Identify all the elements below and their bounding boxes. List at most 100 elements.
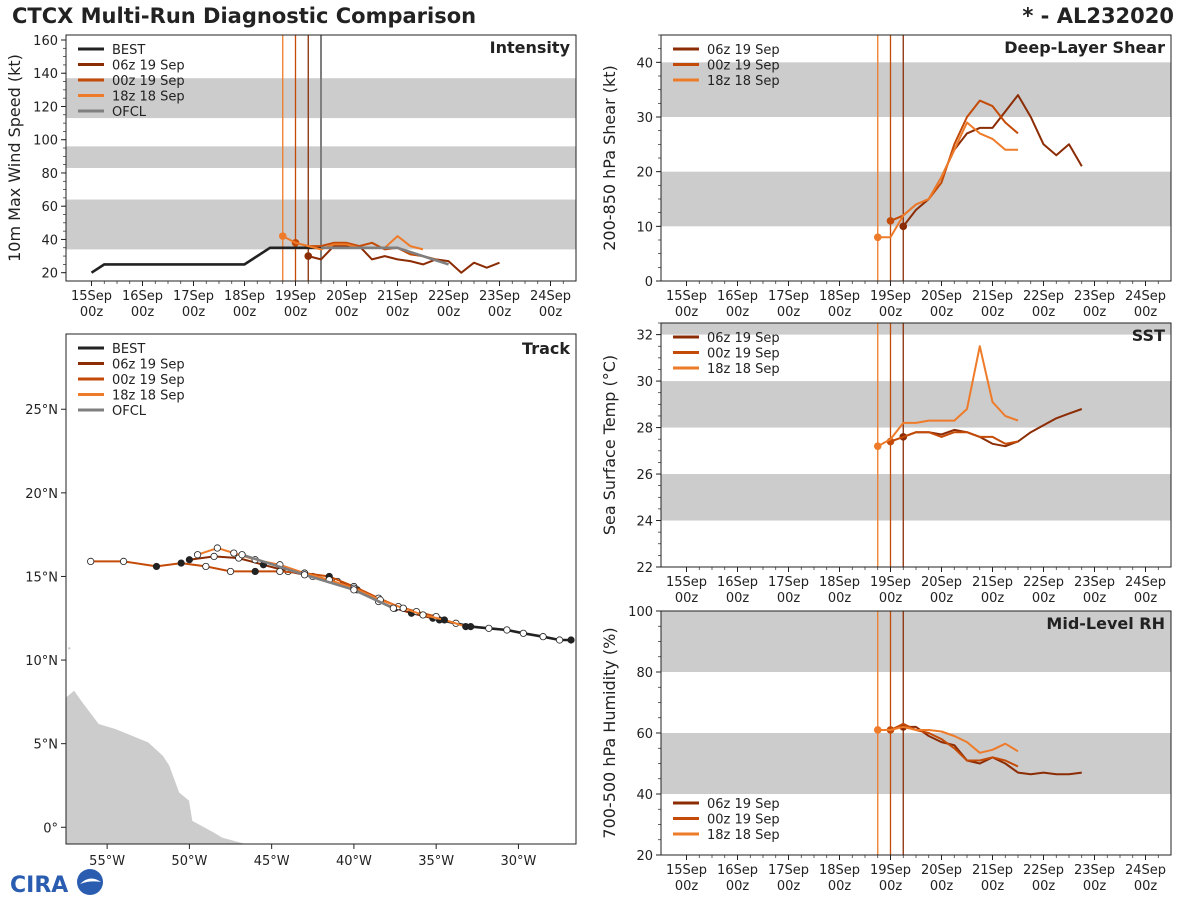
legend-label: 00z 19 Sep: [112, 74, 185, 89]
x-tick-label: 21Sep: [972, 289, 1013, 304]
series-start-marker-r06: [899, 222, 908, 231]
track-point-r06: [185, 556, 193, 564]
x-tick-label: 00z: [1134, 591, 1158, 606]
x-tick-label: 00z: [675, 879, 699, 894]
legend-label: BEST: [112, 43, 145, 58]
y-tick-label: 20: [636, 849, 653, 864]
figure-title: CTCX Multi-Run Diagnostic Comparison: [12, 4, 477, 28]
x-tick-label: 00z: [488, 305, 512, 320]
x-tick-label: 22Sep: [1023, 863, 1064, 878]
x-tick-label: 00z: [777, 591, 801, 606]
series-line-OFCL: [321, 246, 449, 266]
x-tick-label: 00z: [1083, 879, 1107, 894]
y-tick-label: 40: [636, 788, 653, 803]
series-line-BEST: [90, 246, 321, 274]
track-line-OFCL: [241, 553, 394, 610]
cira-logo: CIRA: [6, 868, 106, 902]
x-tick-label: 20Sep: [921, 863, 962, 878]
track-point-OFCL: [238, 551, 246, 559]
track-point-r00: [202, 562, 210, 571]
legend-label: BEST: [112, 342, 145, 357]
y-tick-label: 10°N: [25, 654, 58, 669]
y-tick-label: 40: [41, 233, 58, 248]
y-tick-label: 40: [636, 56, 653, 71]
y-tick-label: 30: [636, 111, 653, 126]
x-tick-label: 17Sep: [173, 289, 214, 304]
x-tick-label: 00z: [1083, 591, 1107, 606]
track-point-OFCL: [300, 571, 309, 579]
threat-band: [661, 474, 1171, 521]
chart-shear: 01020304015Sep00z16Sep00z17Sep00z18Sep00…: [600, 34, 1172, 320]
legend-label: 00z 19 Sep: [112, 373, 185, 388]
y-tick-label: 0°: [43, 821, 58, 836]
x-tick-label: 00z: [879, 879, 903, 894]
track-point-BEST: [485, 624, 493, 632]
x-tick-label: 24Sep: [1125, 575, 1166, 590]
y-tick-label: 30: [636, 375, 653, 390]
x-tick-label: 00z: [284, 305, 308, 320]
x-tick-label: 15Sep: [71, 289, 112, 304]
x-tick-label: 18Sep: [819, 575, 860, 590]
y-tick-label: 24: [636, 515, 653, 530]
chart-intensity: 2040608010012014016015Sep00z16Sep00z17Se…: [5, 34, 577, 320]
x-tick-label: 15Sep: [666, 575, 707, 590]
x-tick-label: 00z: [675, 591, 699, 606]
plot-frame: [65, 333, 577, 845]
track-point-BEST: [539, 633, 547, 641]
series-line-r18: [282, 235, 424, 251]
track-point-r00: [251, 567, 259, 576]
y-tick-label: 100: [628, 605, 653, 620]
land-south-america: [65, 689, 248, 845]
x-tick-label: 19Sep: [275, 289, 316, 304]
y-tick-label: 60: [636, 727, 653, 742]
y-tick-label: 140: [33, 67, 58, 82]
panel-title: Track: [522, 339, 570, 358]
x-tick-label: 15Sep: [666, 289, 707, 304]
x-tick-label: 50°W: [171, 854, 207, 869]
legend-label: 00z 19 Sep: [707, 347, 780, 362]
threat-band: [661, 62, 1171, 117]
legend-label: 18z 18 Sep: [707, 828, 780, 843]
track-point-r18: [399, 604, 407, 612]
x-tick-label: 17Sep: [768, 863, 809, 878]
track-point-BEST: [503, 626, 511, 634]
track-point-r18: [194, 551, 202, 559]
x-tick-label: 00z: [777, 879, 801, 894]
legend-label: 06z 19 Sep: [707, 43, 780, 58]
y-tick-label: 80: [636, 666, 653, 681]
x-tick-label: 00z: [981, 305, 1005, 320]
legend-label: 06z 19 Sep: [112, 59, 185, 74]
x-tick-label: 00z: [1032, 305, 1056, 320]
y-tick-label: 32: [636, 329, 653, 344]
x-tick-label: 23Sep: [1074, 289, 1115, 304]
legend-label: 18z 18 Sep: [707, 74, 780, 89]
legend-label: OFCL: [112, 404, 147, 419]
x-tick-label: 00z: [675, 305, 699, 320]
x-tick-label: 19Sep: [870, 289, 911, 304]
x-tick-label: 23Sep: [479, 289, 520, 304]
track-point-r18: [213, 544, 221, 552]
legend-label: 18z 18 Sep: [707, 362, 780, 377]
x-tick-label: 00z: [726, 305, 750, 320]
x-tick-label: 00z: [777, 305, 801, 320]
track-point-r18: [230, 549, 238, 557]
track-point-BEST: [519, 629, 527, 637]
x-tick-label: 30°W: [500, 854, 536, 869]
x-tick-label: 22Sep: [1023, 289, 1064, 304]
track-point-r00: [119, 557, 128, 566]
x-tick-label: 00z: [437, 305, 461, 320]
x-tick-label: 24Sep: [1125, 863, 1166, 878]
y-axis-label: Sea Surface Temp (°C): [600, 355, 619, 535]
y-axis-label: 10m Max Wind Speed (kt): [5, 54, 24, 262]
series-line-r18: [877, 121, 1018, 239]
track-point-OFCL: [389, 604, 397, 612]
track-point-r00: [87, 557, 95, 566]
x-tick-label: 45°W: [254, 854, 290, 869]
x-tick-label: 00z: [828, 591, 852, 606]
y-tick-label: 60: [41, 200, 58, 215]
y-tick-label: 20: [41, 267, 58, 282]
legend-label: 06z 19 Sep: [112, 358, 185, 373]
x-tick-label: 23Sep: [1074, 575, 1115, 590]
track-point-r06: [210, 552, 218, 560]
x-tick-label: 00z: [182, 305, 206, 320]
